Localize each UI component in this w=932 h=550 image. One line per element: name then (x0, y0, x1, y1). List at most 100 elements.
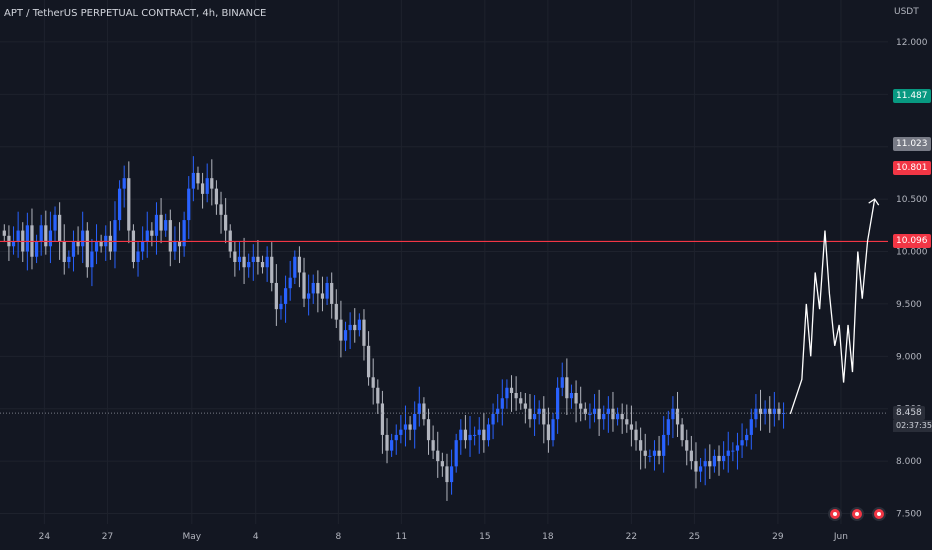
candle (58, 202, 62, 260)
candle-body (768, 408, 772, 414)
candle (703, 448, 707, 486)
candle (537, 400, 541, 425)
candle-body (689, 450, 693, 462)
candle (643, 433, 647, 469)
candle (620, 403, 624, 434)
us-flag-icon[interactable] (828, 507, 842, 521)
candle (316, 270, 320, 313)
price-badge-high: 11.487 (893, 88, 931, 103)
price-axis[interactable]: 7.5008.0008.5009.0009.50010.00010.50011.… (888, 0, 932, 524)
projection-arrowhead (868, 198, 880, 206)
candle-body (48, 230, 53, 247)
candle-body (214, 188, 219, 205)
candle-body (205, 178, 209, 194)
candle-body (164, 220, 168, 231)
candle (274, 264, 278, 326)
candle-body (574, 393, 578, 404)
candle (279, 295, 283, 320)
candle-body (735, 445, 740, 451)
time-axis[interactable]: 24 27 May 4 8 11 15 18 22 25 29 Jun (0, 524, 888, 550)
price-chart[interactable] (0, 0, 888, 524)
candle-body (233, 251, 237, 262)
candle-body (210, 178, 214, 189)
price-tick-label: 8.000 (896, 457, 922, 467)
candle-body (71, 241, 76, 257)
time-tick-label: Jun (833, 532, 848, 542)
candle (477, 417, 481, 454)
candle (597, 389, 601, 436)
candle-body (196, 172, 200, 184)
candle (417, 386, 421, 427)
candle (569, 384, 574, 409)
candle-body (187, 188, 191, 221)
candle-body (325, 282, 329, 299)
candle-body (680, 424, 684, 441)
candle-body (592, 408, 597, 414)
us-flag-icon[interactable] (872, 507, 886, 521)
us-flag-icon[interactable] (850, 507, 864, 521)
candle-body (311, 282, 315, 294)
candle (325, 276, 329, 305)
candle-body (643, 450, 647, 456)
candle (283, 275, 288, 323)
candle (662, 416, 666, 473)
candle (712, 449, 717, 473)
candle-body (154, 214, 159, 236)
candle (90, 238, 94, 287)
candle (588, 403, 592, 429)
candle (71, 230, 76, 272)
candle (39, 214, 43, 256)
price-tick-label: 9.500 (896, 300, 922, 310)
candle (689, 435, 693, 470)
candle-body (67, 256, 71, 262)
candle (357, 313, 361, 337)
candle-body (560, 377, 564, 388)
candle (528, 394, 532, 428)
candle (459, 419, 463, 455)
candle-body (505, 387, 509, 399)
candle (565, 358, 569, 416)
time-tick-label: May (183, 532, 202, 542)
candle-body (200, 183, 205, 194)
candle (362, 309, 366, 361)
projection-path[interactable] (789, 198, 880, 415)
candle (777, 402, 781, 421)
candle-body (602, 413, 606, 420)
candle (473, 426, 477, 446)
candle (731, 442, 735, 462)
candle (671, 396, 675, 439)
candle-body (491, 413, 495, 425)
candle-body (343, 330, 348, 341)
candle (320, 276, 325, 312)
candle (708, 444, 712, 479)
candle-body (772, 408, 776, 414)
candle-body (486, 424, 491, 441)
candle-body (477, 429, 481, 435)
price-badge-alert: 10.801 (893, 160, 931, 175)
candle-body (99, 241, 103, 247)
candle (108, 221, 112, 260)
candle (265, 246, 269, 282)
candle (205, 163, 209, 203)
candle (629, 405, 634, 447)
candle (579, 386, 583, 422)
candle (611, 391, 615, 432)
candle-body (588, 413, 592, 415)
candle (440, 452, 444, 477)
candle-body (606, 408, 610, 414)
candle (426, 408, 431, 455)
price-tick-label: 7.500 (896, 510, 922, 520)
candle (758, 389, 763, 431)
price-tick-label: 9.000 (896, 352, 922, 362)
candle-body (523, 403, 527, 409)
candle-body (274, 282, 278, 310)
candle-body (496, 408, 500, 414)
candle-body (2, 230, 6, 236)
candle (422, 397, 426, 426)
candle-body (422, 403, 426, 420)
time-tick-label: 11 (396, 532, 407, 542)
candle (482, 412, 486, 453)
candle (53, 206, 57, 242)
candle (141, 226, 145, 260)
candle-body (712, 455, 717, 467)
